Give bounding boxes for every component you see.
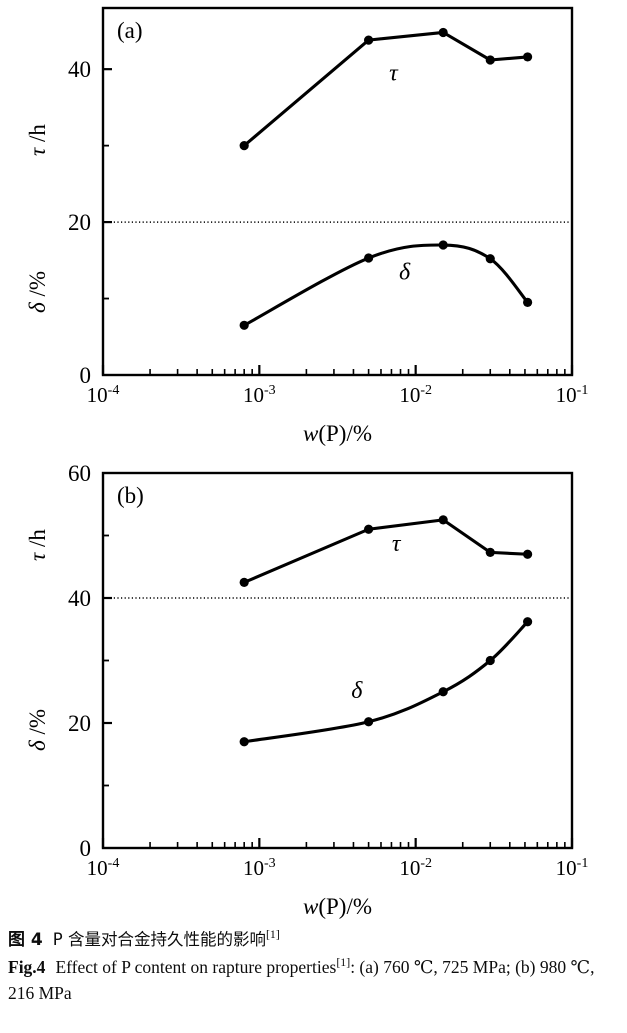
y-tick-label: 60 [68, 461, 91, 486]
caption-english-line: Fig.4 Effect of P content on rapture prop… [8, 954, 620, 1007]
y-axis-label-tau: τ /h [25, 124, 50, 156]
x-tick-label: 10-1 [556, 856, 589, 880]
data-point [364, 717, 374, 727]
caption-english-reference: [1] [336, 955, 351, 969]
x-axis-label: w(P)/% [303, 421, 372, 446]
y-axis-label-delta: δ /% [25, 709, 50, 751]
x-tick-label: 10-3 [243, 383, 276, 407]
x-tick-label: 10-4 [87, 856, 120, 880]
caption-english-text: Effect of P content on rapture propertie… [55, 956, 337, 977]
x-tick-label: 10-2 [399, 856, 432, 880]
data-point [239, 737, 249, 747]
panel-label: (a) [117, 18, 143, 43]
data-point [364, 253, 374, 263]
series-line-τ [242, 518, 530, 584]
caption-chinese-reference: [1] [265, 927, 280, 942]
y-tick-label: 20 [68, 711, 91, 736]
x-axis-label: w(P)/% [303, 894, 372, 919]
chart-panel-b: (b) 0 20 40 60 10-4 10-3 10-2 10-1 w(P)/% τ /h δ /%… [0, 440, 627, 920]
y-axis-label-delta: δ /% [25, 271, 50, 313]
y-tick-label: 0 [80, 836, 92, 861]
series-line-δ [242, 243, 530, 327]
caption-english-conditions: : (a) 760 ℃, 725 MPa; (b) 980 ℃, 216 MPa [8, 956, 595, 1004]
y-tick-label: 40 [68, 586, 91, 611]
chart-panel-a: (a) 0 20 40 10-4 10-3 10-2 10-1 w(P)/% τ /h δ /% τ δ [0, 0, 627, 450]
data-point [438, 687, 448, 697]
data-point [485, 55, 495, 65]
caption-chinese-line: 图 4 P 含量对合金持久性能的影响[1] [8, 926, 620, 954]
caption-chinese-label: 图 4 [8, 930, 43, 950]
data-point [523, 549, 533, 559]
plot-frame [101, 471, 574, 850]
data-point [485, 254, 495, 264]
x-tick-label: 10-3 [243, 856, 276, 880]
chart-b-svg: (b) 0 20 40 60 10-4 10-3 10-2 10-1 w(P)/% τ /h δ /%… [25, 461, 589, 919]
data-point [485, 547, 495, 557]
series-annotation-δ: δ [399, 259, 411, 285]
data-point [438, 515, 448, 525]
y-tick-label: 20 [68, 210, 91, 235]
data-point [523, 297, 533, 307]
data-point [239, 577, 249, 587]
series-line-τ [242, 30, 530, 148]
series-annotation-τ: τ [389, 61, 399, 87]
panel-label: (b) [117, 483, 144, 508]
y-tick-label: 40 [68, 57, 91, 82]
caption-chinese-text: P 含量对合金持久性能的影响 [52, 930, 266, 949]
y-tick-label: 0 [80, 363, 92, 388]
series-annotation-δ: δ [351, 678, 363, 704]
data-point [523, 52, 533, 62]
data-point [364, 524, 374, 534]
x-tick-label: 10-1 [556, 383, 589, 407]
data-point [523, 617, 533, 627]
chart-a-svg: (a) 0 20 40 10-4 10-3 10-2 10-1 w(P)/% τ /h δ /% τ δ [25, 6, 589, 446]
x-tick-label: 10-2 [399, 383, 432, 407]
caption-english-label: Fig.4 [8, 956, 46, 977]
series-line-δ [242, 620, 530, 744]
data-point [239, 320, 249, 330]
data-point [239, 141, 249, 151]
plot-frame [101, 6, 574, 377]
y-axis-label-tau: τ /h [25, 529, 50, 561]
x-tick-label: 10-4 [87, 383, 120, 407]
data-point [364, 35, 374, 45]
data-point [485, 655, 495, 666]
series-annotation-τ: τ [392, 531, 402, 557]
data-point [438, 240, 448, 250]
data-point [438, 27, 448, 38]
